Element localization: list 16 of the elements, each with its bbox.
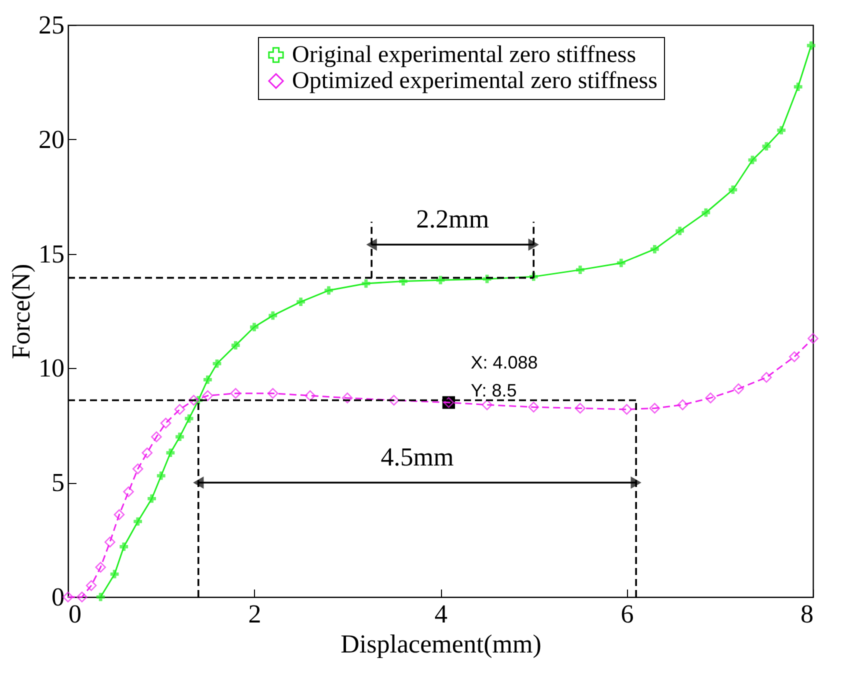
x-axis-title: Displacement(mm) (340, 630, 542, 658)
y-axis-title: Force(N) (6, 264, 36, 360)
legend-label: Original experimental zero stiffness (292, 42, 636, 68)
annotation: X: 4.088 Y: 8.5 (470, 352, 538, 401)
y-tick-label: 20 (38, 124, 64, 154)
x-tick-label: 2 (248, 600, 262, 628)
annotation: 4.5mm (380, 442, 454, 472)
x-tick-label: 6 (620, 600, 634, 628)
x-tick-label: 8 (800, 600, 814, 628)
y-tick-label: 25 (38, 10, 64, 40)
y-tick-label: 10 (38, 354, 64, 383)
y-tick-label: 5 (52, 468, 64, 498)
legend-label: Optimized experimental zero stiffness (292, 68, 658, 94)
annotation: 2.2mm (416, 204, 490, 234)
y-tick-label: 15 (38, 239, 64, 268)
x-tick-label: 4 (434, 600, 448, 628)
